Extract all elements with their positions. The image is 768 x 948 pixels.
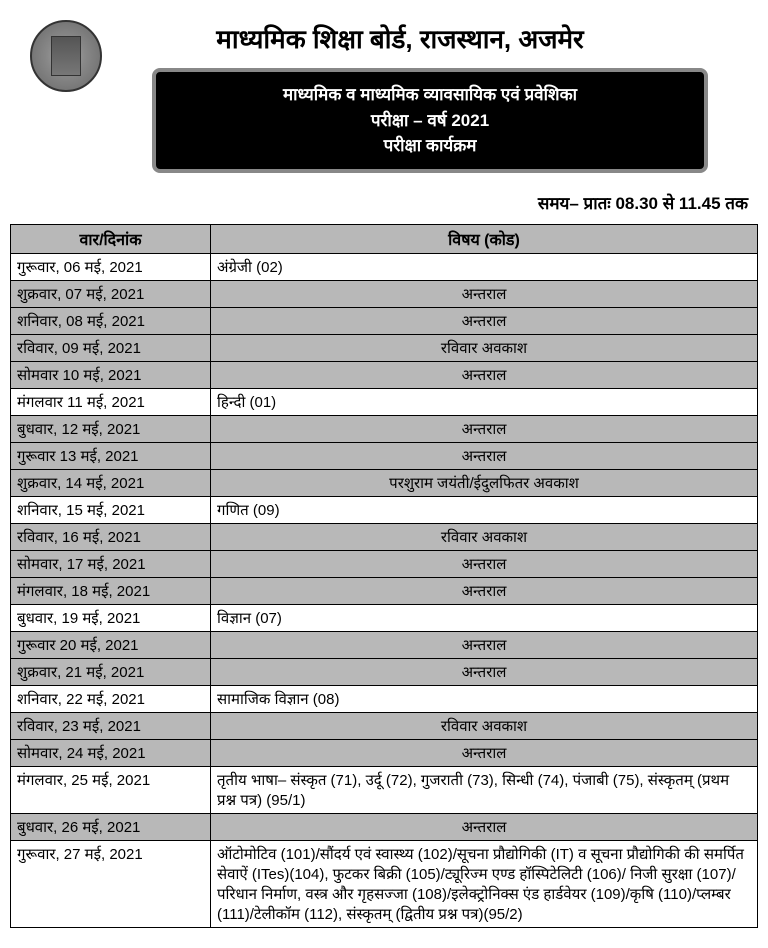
header: माध्यमिक शिक्षा बोर्ड, राजस्थान, अजमेर म… xyxy=(10,20,758,173)
subject-cell: रविवार अवकाश xyxy=(211,523,758,550)
date-cell: मंगलवार, 25 मई, 2021 xyxy=(11,766,211,813)
date-cell: मंगलवार, 18 मई, 2021 xyxy=(11,577,211,604)
table-row: रविवार, 09 मई, 2021रविवार अवकाश xyxy=(11,334,758,361)
date-cell: शनिवार, 22 मई, 2021 xyxy=(11,685,211,712)
date-cell: शनिवार, 08 मई, 2021 xyxy=(11,307,211,334)
header-text: माध्यमिक शिक्षा बोर्ड, राजस्थान, अजमेर म… xyxy=(122,20,738,173)
box-line-2: परीक्षा – वर्ष 2021 xyxy=(176,108,684,134)
subject-cell: ऑटोमोटिव (101)/सौंदर्य एवं स्वास्थ्य (10… xyxy=(211,840,758,927)
date-cell: गुरूवार 13 मई, 2021 xyxy=(11,442,211,469)
subject-cell: परशुराम जयंती/ईदुलफितर अवकाश xyxy=(211,469,758,496)
date-cell: गुरूवार, 06 मई, 2021 xyxy=(11,253,211,280)
table-row: गुरूवार 13 मई, 2021अन्तराल xyxy=(11,442,758,469)
date-cell: सोमवार 10 मई, 2021 xyxy=(11,361,211,388)
subject-cell: अन्तराल xyxy=(211,813,758,840)
date-cell: रविवार, 09 मई, 2021 xyxy=(11,334,211,361)
table-row: मंगलवार, 18 मई, 2021अन्तराल xyxy=(11,577,758,604)
table-row: सोमवार 10 मई, 2021अन्तराल xyxy=(11,361,758,388)
table-row: गुरूवार, 06 मई, 2021अंग्रेजी (02) xyxy=(11,253,758,280)
table-row: गुरूवार 20 मई, 2021अन्तराल xyxy=(11,631,758,658)
subject-cell: गणित (09) xyxy=(211,496,758,523)
table-row: मंगलवार 11 मई, 2021हिन्दी (01) xyxy=(11,388,758,415)
subject-cell: हिन्दी (01) xyxy=(211,388,758,415)
subject-cell: अन्तराल xyxy=(211,577,758,604)
date-cell: बुधवार, 19 मई, 2021 xyxy=(11,604,211,631)
subject-cell: रविवार अवकाश xyxy=(211,334,758,361)
date-cell: बुधवार, 12 मई, 2021 xyxy=(11,415,211,442)
date-cell: बुधवार, 26 मई, 2021 xyxy=(11,813,211,840)
table-row: रविवार, 23 मई, 2021रविवार अवकाश xyxy=(11,712,758,739)
subject-cell: अन्तराल xyxy=(211,442,758,469)
col-header-date: वार/दिनांक xyxy=(11,224,211,253)
org-title: माध्यमिक शिक्षा बोर्ड, राजस्थान, अजमेर xyxy=(122,20,738,56)
subject-cell: अन्तराल xyxy=(211,550,758,577)
table-row: शुक्रवार, 21 मई, 2021अन्तराल xyxy=(11,658,758,685)
time-note: समय– प्रातः 08.30 से 11.45 तक xyxy=(10,191,748,214)
date-cell: शनिवार, 15 मई, 2021 xyxy=(11,496,211,523)
date-cell: मंगलवार 11 मई, 2021 xyxy=(11,388,211,415)
date-cell: शुक्रवार, 14 मई, 2021 xyxy=(11,469,211,496)
subject-cell: अन्तराल xyxy=(211,307,758,334)
table-row: मंगलवार, 25 मई, 2021तृतीय भाषा– संस्कृत … xyxy=(11,766,758,813)
subject-cell: रविवार अवकाश xyxy=(211,712,758,739)
subject-cell: सामाजिक विज्ञान (08) xyxy=(211,685,758,712)
subject-cell: विज्ञान (07) xyxy=(211,604,758,631)
table-row: शनिवार, 22 मई, 2021सामाजिक विज्ञान (08) xyxy=(11,685,758,712)
table-row: शुक्रवार, 07 मई, 2021अन्तराल xyxy=(11,280,758,307)
subject-cell: अन्तराल xyxy=(211,631,758,658)
subject-cell: अन्तराल xyxy=(211,361,758,388)
date-cell: रविवार, 23 मई, 2021 xyxy=(11,712,211,739)
col-header-subject: विषय (कोड) xyxy=(211,224,758,253)
table-row: सोमवार, 24 मई, 2021अन्तराल xyxy=(11,739,758,766)
logo-icon xyxy=(51,36,81,76)
date-cell: सोमवार, 17 मई, 2021 xyxy=(11,550,211,577)
subject-cell: अन्तराल xyxy=(211,739,758,766)
date-cell: रविवार, 16 मई, 2021 xyxy=(11,523,211,550)
table-row: बुधवार, 26 मई, 2021अन्तराल xyxy=(11,813,758,840)
subject-cell: तृतीय भाषा– संस्कृत (71), उर्दू (72), गु… xyxy=(211,766,758,813)
subject-cell: अन्तराल xyxy=(211,658,758,685)
table-row: शनिवार, 15 मई, 2021गणित (09) xyxy=(11,496,758,523)
table-row: सोमवार, 17 मई, 2021अन्तराल xyxy=(11,550,758,577)
box-line-1: माध्यमिक व माध्यमिक व्यावसायिक एवं प्रवे… xyxy=(176,82,684,108)
date-cell: सोमवार, 24 मई, 2021 xyxy=(11,739,211,766)
date-cell: गुरूवार, 27 मई, 2021 xyxy=(11,840,211,927)
subject-cell: अन्तराल xyxy=(211,280,758,307)
board-logo xyxy=(30,20,102,92)
box-line-3: परीक्षा कार्यक्रम xyxy=(176,133,684,159)
table-header-row: वार/दिनांक विषय (कोड) xyxy=(11,224,758,253)
date-cell: शुक्रवार, 07 मई, 2021 xyxy=(11,280,211,307)
table-row: रविवार, 16 मई, 2021रविवार अवकाश xyxy=(11,523,758,550)
date-cell: शुक्रवार, 21 मई, 2021 xyxy=(11,658,211,685)
table-row: गुरूवार, 27 मई, 2021ऑटोमोटिव (101)/सौंदर… xyxy=(11,840,758,927)
table-row: शुक्रवार, 14 मई, 2021परशुराम जयंती/ईदुलफ… xyxy=(11,469,758,496)
exam-title-box: माध्यमिक व माध्यमिक व्यावसायिक एवं प्रवे… xyxy=(152,68,708,173)
date-cell: गुरूवार 20 मई, 2021 xyxy=(11,631,211,658)
subject-cell: अन्तराल xyxy=(211,415,758,442)
table-row: शनिवार, 08 मई, 2021अन्तराल xyxy=(11,307,758,334)
table-row: बुधवार, 12 मई, 2021अन्तराल xyxy=(11,415,758,442)
exam-schedule-table: वार/दिनांक विषय (कोड) गुरूवार, 06 मई, 20… xyxy=(10,224,758,928)
subject-cell: अंग्रेजी (02) xyxy=(211,253,758,280)
table-row: बुधवार, 19 मई, 2021विज्ञान (07) xyxy=(11,604,758,631)
